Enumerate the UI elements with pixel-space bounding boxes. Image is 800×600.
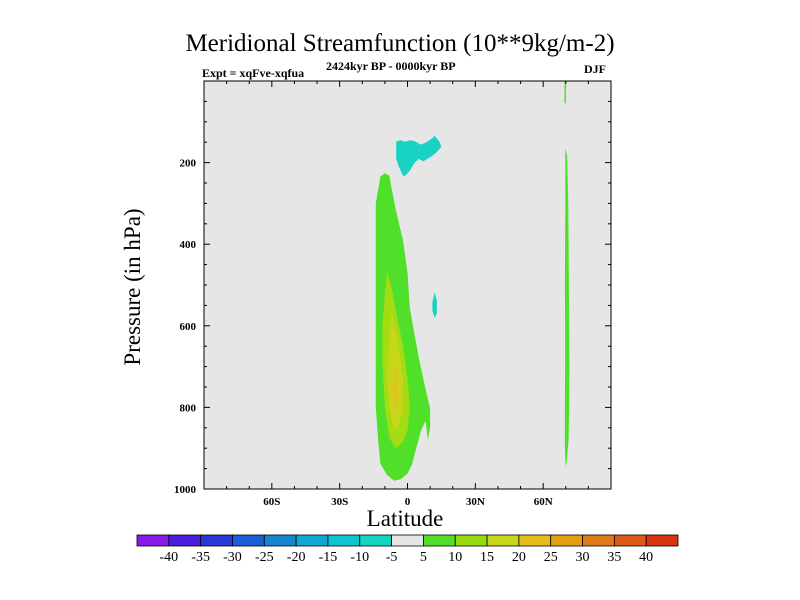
y-tick-label: 200 [180, 158, 197, 170]
colorbar-box [582, 534, 615, 547]
colorbar-label: -40 [159, 550, 178, 565]
colorbar-box [200, 534, 233, 547]
contour-tropical-core [391, 362, 399, 413]
colorbar-box [295, 534, 329, 547]
y-tick-label: 400 [180, 239, 197, 251]
colorbar-box [263, 534, 297, 547]
season-label: DJF [584, 62, 606, 76]
colorbar-label: -20 [287, 550, 306, 565]
colorbar-box [136, 534, 170, 547]
colorbar-box [454, 534, 488, 547]
colorbar-label: -15 [319, 550, 338, 565]
colorbar-box [232, 534, 265, 547]
y-tick-label: 1000 [174, 484, 197, 496]
colorbar-label: -25 [255, 550, 274, 565]
y-tick-label: 800 [180, 402, 197, 414]
colorbar-box [327, 534, 361, 547]
colorbar-label: 5 [420, 550, 427, 565]
colorbar-box [550, 534, 583, 547]
colorbar-label: 30 [576, 550, 590, 565]
colorbar-label: 10 [448, 550, 462, 565]
y-tick-label: 600 [180, 321, 197, 333]
colorbar-box [613, 534, 647, 547]
colorbar-label: -5 [386, 550, 398, 565]
x-tick-label: 30N [466, 496, 485, 508]
contour-nh-upper-cyan-cell [396, 135, 442, 176]
period-label: 2424kyr BP - 0000kyr BP [326, 59, 456, 73]
contour-nh-green-strip-upper [564, 81, 567, 104]
colorbar-label: 20 [512, 550, 526, 565]
contour-nh-green-strip [564, 148, 570, 467]
x-axis-label: Latitude [366, 506, 444, 531]
colorbar-box [391, 534, 424, 547]
colorbar-label: -35 [191, 550, 210, 565]
colorbar-box [359, 534, 392, 547]
x-tick-label: 60N [534, 496, 553, 508]
experiment-label: Expt = xqFve-xqfua [202, 66, 305, 80]
colorbar-label: 40 [639, 550, 653, 565]
colorbar-label: -10 [350, 550, 369, 565]
x-tick-label: 0 [405, 496, 411, 508]
colorbar-box [423, 534, 456, 547]
x-tick-label: 30S [331, 496, 348, 508]
colorbar-label: 35 [607, 550, 621, 565]
chart-title: Meridional Streamfunction (10**9kg/m-2) [185, 30, 615, 57]
colorbar-box [486, 534, 520, 547]
colorbar-label: 25 [544, 550, 558, 565]
colorbar-box [518, 534, 552, 547]
contour-nh-cyan-sliver [432, 292, 437, 318]
x-tick-label: 60S [263, 496, 280, 508]
colorbar-box [645, 534, 679, 547]
colorbar-box [168, 534, 202, 547]
colorbar-label: 15 [480, 550, 494, 565]
colorbar-label: -30 [223, 550, 242, 565]
